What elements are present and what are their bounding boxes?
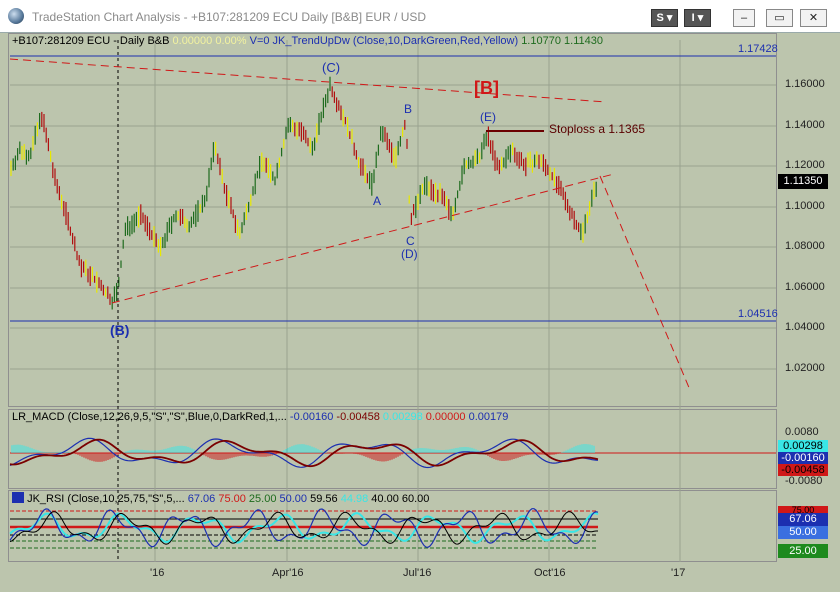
macd-box-1: 0.00298	[778, 440, 828, 453]
rsi-box-2: 67.06	[778, 513, 828, 526]
price-tick-label: 1.04000	[785, 321, 825, 333]
macd-legend: LR_MACD (Close,12,26,9,5,"S","S",Blue,0,…	[12, 411, 508, 423]
minimize-button[interactable]: –	[733, 9, 755, 27]
macd-value-3: 0.00298	[382, 411, 423, 423]
macd-box-3: -0.00458	[778, 464, 828, 476]
price-tick-label: 1.10000	[785, 199, 825, 212]
rsi-box-3: 50.00	[778, 526, 828, 539]
rsi-value-2: 75.00	[218, 493, 246, 505]
price-tick-label: 1.14000	[785, 118, 825, 131]
rsi-value-1: 67.06	[187, 493, 216, 505]
rsi-value-7: 40.00	[371, 493, 399, 505]
macd-box-2: -0.00160	[778, 452, 828, 465]
wave-c-small-label: C	[406, 234, 415, 248]
rsi-icon	[12, 492, 24, 503]
upper-trendline	[9, 58, 607, 103]
wave-b-big-label: [B]	[474, 78, 499, 98]
macd-signal-line	[9, 438, 599, 468]
price-tick-label: 1.02000	[785, 361, 825, 374]
rsi-value-8: 60.00	[401, 493, 430, 505]
rsi-box-4: 25.00	[778, 544, 828, 558]
indicator-menu-button[interactable]: I ▾	[684, 9, 711, 27]
lower-trendline	[111, 173, 615, 304]
macd-axis-bottom: -0.0080	[785, 475, 823, 487]
date-label-16: '16	[150, 567, 165, 579]
indicator-value-2: 1.11430	[564, 35, 603, 47]
macd-value-5: 0.00179	[468, 411, 509, 423]
price-tick-label: 1.08000	[785, 240, 825, 252]
level-top-label: 1.17428	[738, 43, 778, 55]
wave-b-paren-label: (B)	[110, 322, 130, 338]
price-legend: +B107:281209 ECU - Daily B&B 0.00000 0.0…	[12, 35, 603, 47]
title-bar: TradeStation Chart Analysis - +B107:2812…	[0, 0, 840, 33]
wave-b-small-label: B	[404, 102, 413, 116]
macd-axis-top: 0.0080	[785, 426, 819, 438]
date-label-apr16: Apr'16	[272, 567, 304, 579]
style-menu-button[interactable]: S ▾	[651, 9, 678, 27]
macd-pane[interactable]	[8, 409, 777, 489]
legend-value-2: 0.00%	[215, 35, 247, 47]
price-tick-label: 1.16000	[785, 78, 825, 90]
rsi-legend: JK_RSI (Close,10,25,75,"S",5,... 67.06 7…	[12, 492, 429, 505]
legend-value-1: 0.00000	[172, 35, 213, 47]
macd-value-1: -0.00160	[289, 411, 334, 423]
last-price-badge: 1.11350	[778, 174, 828, 189]
wave-d-label: (D)	[401, 247, 418, 261]
symbol-label: +B107:281209 ECU - Daily B&B	[12, 35, 170, 47]
date-label-17: '17	[671, 567, 686, 579]
rsi-value-3: 25.00	[248, 493, 277, 505]
indicator-label: V=0 JK_TrendUpDw (Close,10,DarkGreen,Red…	[249, 35, 519, 47]
maximize-button[interactable]: ▭	[766, 9, 793, 27]
rsi-value-6: 44.98	[340, 493, 369, 505]
rsi-box-1: 75.00	[778, 506, 828, 514]
macd-value-2: -0.00458	[336, 411, 380, 423]
indicator-value-1: 1.10770	[521, 35, 561, 47]
wave-a-label: A	[373, 194, 382, 208]
rsi-value-5: 59.56	[310, 493, 338, 505]
window-title: TradeStation Chart Analysis - +B107:2812…	[32, 10, 427, 24]
app-globe-icon	[8, 8, 24, 24]
rsi-line	[9, 508, 599, 548]
rsi-value-4: 50.00	[279, 493, 308, 505]
wave-c-label: (C)	[322, 60, 341, 75]
date-label-jul16: Jul'16	[403, 567, 432, 579]
price-tick-label: 1.06000	[785, 280, 825, 293]
level-bottom-label: 1.04516	[738, 308, 778, 320]
stoploss-label: Stoploss a 1.1365	[549, 122, 646, 136]
macd-value-4: 0.00000	[425, 411, 466, 423]
wave-e-label: (E)	[480, 110, 496, 124]
rsi-title: JK_RSI (Close,10,25,75,"S",5,...	[27, 493, 185, 505]
projection-line	[599, 175, 691, 391]
price-tick-label: 1.12000	[785, 159, 825, 171]
macd-title: LR_MACD (Close,12,26,9,5,"S","S",Blue,0,…	[12, 411, 287, 423]
close-button[interactable]: ✕	[800, 9, 827, 27]
date-label-oct16: Oct'16	[534, 567, 566, 579]
macd-line	[9, 437, 599, 469]
rsi-fast-line	[9, 511, 598, 545]
